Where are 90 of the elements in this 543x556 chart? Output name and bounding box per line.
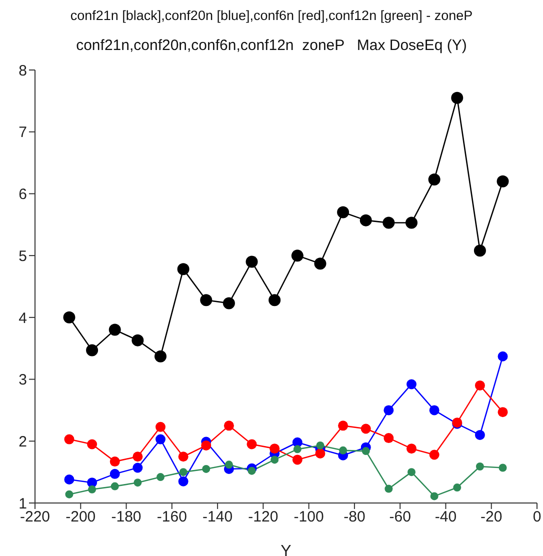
point: [202, 464, 210, 473]
point: [292, 454, 302, 465]
point: [156, 473, 164, 482]
point: [132, 334, 144, 346]
point: [498, 351, 508, 362]
x-tick-label: -100: [294, 508, 324, 526]
point: [108, 324, 121, 336]
x-tick-label: -60: [389, 508, 411, 526]
point: [453, 484, 462, 492]
point: [406, 379, 416, 390]
point: [360, 424, 371, 434]
point: [201, 440, 212, 450]
point: [428, 173, 440, 186]
point: [134, 478, 142, 487]
x-tick-label: -20: [480, 508, 502, 526]
point: [362, 447, 370, 456]
point: [474, 244, 486, 257]
point: [406, 444, 416, 454]
y-tick-label: 2: [18, 433, 27, 450]
point: [224, 420, 234, 431]
x-tick-label: -80: [344, 508, 366, 526]
chart-subtitle: conf21n,conf20n,conf6n,conf12n zoneP Max DoseEq (Y): [75, 37, 468, 54]
point: [132, 462, 143, 473]
point: [476, 462, 484, 471]
x-tick-label: -120: [248, 508, 278, 526]
point: [88, 485, 96, 494]
point: [337, 206, 350, 218]
point: [87, 439, 98, 450]
x-tick-label: -200: [66, 508, 96, 526]
point: [429, 405, 440, 416]
point: [384, 405, 394, 416]
point: [498, 464, 507, 472]
point: [224, 460, 233, 469]
point: [429, 450, 440, 460]
point: [382, 216, 395, 229]
point: [154, 350, 166, 362]
point: [110, 456, 120, 467]
y-tick-label: 6: [18, 186, 27, 204]
point: [384, 484, 393, 493]
point: [498, 407, 508, 418]
point: [315, 448, 326, 459]
point: [474, 430, 485, 440]
x-tick-label: -160: [156, 508, 187, 526]
chart-title: conf21n [black],conf20n [blue],conf6n [red],conf12n [green] - zoneP: [69, 8, 474, 23]
point: [338, 420, 348, 431]
y-tick-label: 5: [18, 248, 27, 265]
point: [270, 456, 279, 464]
point: [496, 175, 509, 188]
x-tick-label: -180: [111, 508, 142, 526]
y-tick-label: 4: [18, 310, 27, 327]
point: [222, 297, 235, 310]
point: [384, 433, 394, 444]
point: [316, 441, 324, 450]
y-tick-label: 8: [18, 62, 27, 80]
point: [110, 482, 119, 490]
x-tick-label: -140: [202, 508, 233, 526]
point: [178, 452, 188, 462]
point: [293, 445, 302, 454]
point: [156, 422, 166, 432]
point: [63, 311, 76, 324]
point: [132, 452, 143, 462]
point: [291, 250, 304, 262]
point: [156, 434, 166, 444]
point: [314, 258, 326, 270]
point: [64, 434, 74, 444]
x-tick-label: -40: [434, 508, 457, 526]
point: [179, 468, 188, 476]
point: [177, 263, 190, 276]
point: [246, 256, 258, 268]
point: [451, 92, 464, 104]
point: [268, 294, 281, 306]
point: [200, 294, 212, 306]
point: [246, 439, 257, 450]
point: [430, 492, 438, 500]
point: [64, 474, 74, 484]
point: [110, 468, 120, 479]
point: [360, 214, 372, 226]
point: [178, 476, 188, 486]
point: [86, 344, 98, 356]
point: [65, 490, 74, 498]
y-tick-label: 3: [18, 372, 27, 389]
point: [474, 380, 485, 390]
point: [339, 446, 348, 454]
point: [408, 468, 416, 476]
x-axis-title: Y: [280, 543, 292, 556]
point: [406, 216, 418, 229]
point: [270, 444, 280, 454]
x-tick-label: 0: [532, 508, 542, 526]
y-tick-label: 7: [18, 124, 27, 142]
point: [248, 466, 256, 475]
